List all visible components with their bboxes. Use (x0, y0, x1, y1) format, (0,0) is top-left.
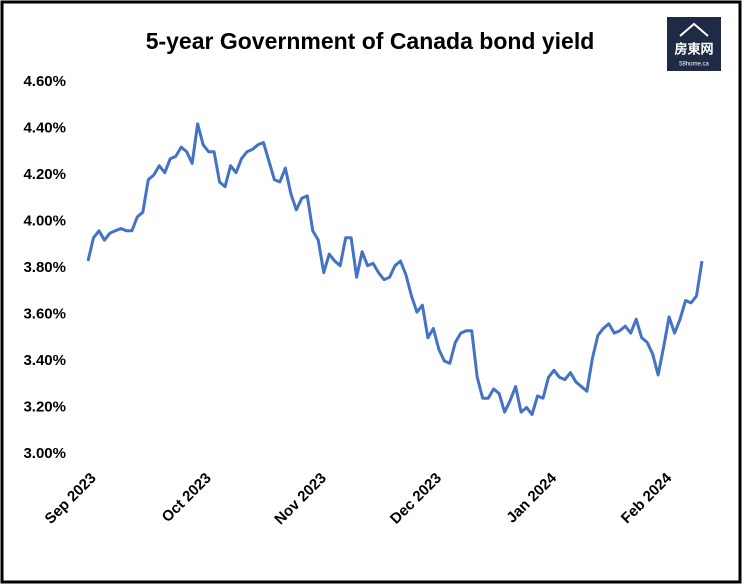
y-tick-label: 3.20% (23, 398, 66, 415)
y-tick-label: 4.40% (23, 119, 66, 136)
y-tick-label: 3.00% (23, 445, 66, 462)
chart-title: 5-year Government of Canada bond yield (146, 28, 595, 54)
y-tick-label: 4.00% (23, 212, 66, 229)
y-tick-label: 4.60% (23, 73, 66, 90)
logo-site: 58home.ca (679, 62, 709, 68)
y-tick-label: 3.80% (23, 259, 66, 276)
line (86, 122, 704, 416)
logo-name: 房東网 (674, 41, 713, 56)
logo-roof (679, 22, 709, 37)
y-tick-label: 4.20% (23, 166, 66, 183)
y-tick-label: 3.60% (23, 305, 66, 322)
logo-box (667, 17, 721, 71)
y-tick-label: 3.40% (23, 352, 66, 369)
logo: 房東网 58home.ca (667, 17, 721, 71)
